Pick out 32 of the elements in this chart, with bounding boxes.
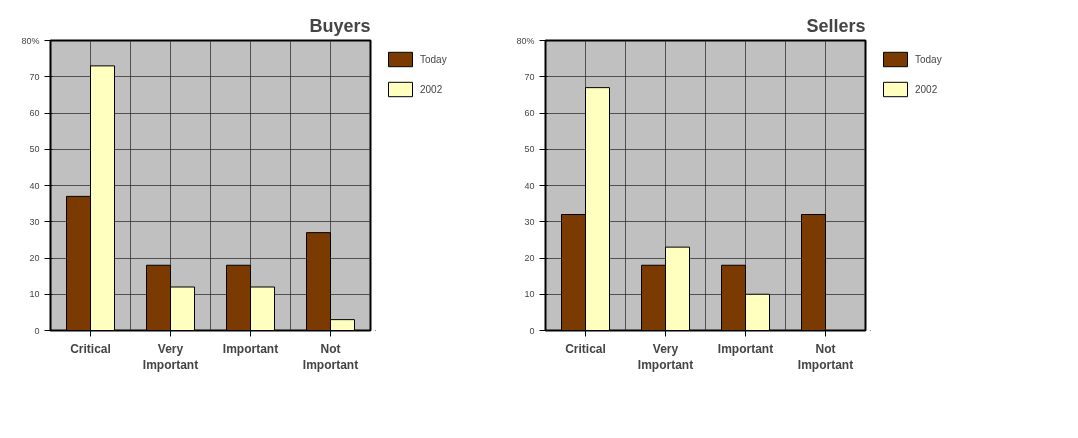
legend-label: 2002	[915, 83, 938, 95]
y-tick-label: 0	[529, 325, 535, 336]
y-tick-label: 10	[524, 289, 535, 300]
x-tick-label: Critical	[70, 341, 111, 356]
y-tick-label: 30	[524, 216, 535, 227]
legend-label: Today	[420, 53, 447, 65]
y-tick-label: 30	[29, 216, 40, 227]
y-tick-label: 80%	[516, 35, 535, 46]
x-tick-label: Important	[717, 341, 774, 356]
x-tick-label: Not Important	[797, 341, 854, 373]
y-tick-label: 10	[29, 289, 40, 300]
x-tick-label: Very Important	[142, 341, 199, 373]
chart-title: Buyers	[309, 15, 371, 36]
x-tick-label: Not Important	[302, 341, 359, 373]
y-tick-label: 50	[29, 144, 40, 155]
y-tick-label: 20	[29, 253, 40, 263]
y-tick-label: 0	[34, 325, 40, 336]
y-tick-label: 20	[524, 253, 535, 263]
chart-title: Sellers	[806, 15, 866, 36]
y-tick-label: 40	[29, 180, 40, 191]
x-tick-label: Critical	[565, 341, 606, 356]
x-tick-label: Important	[222, 341, 279, 356]
y-tick-label: 80%	[21, 35, 40, 46]
x-tick-label: Very Important	[637, 341, 694, 373]
y-tick-label: 70	[524, 71, 535, 82]
y-tick-label: 70	[29, 71, 40, 82]
y-tick-label: 60	[29, 108, 40, 118]
y-tick-label: 40	[524, 180, 535, 191]
legend-label: 2002	[420, 83, 443, 95]
y-tick-label: 50	[524, 144, 535, 155]
legend-label: Today	[915, 53, 942, 65]
y-tick-label: 60	[524, 108, 535, 118]
